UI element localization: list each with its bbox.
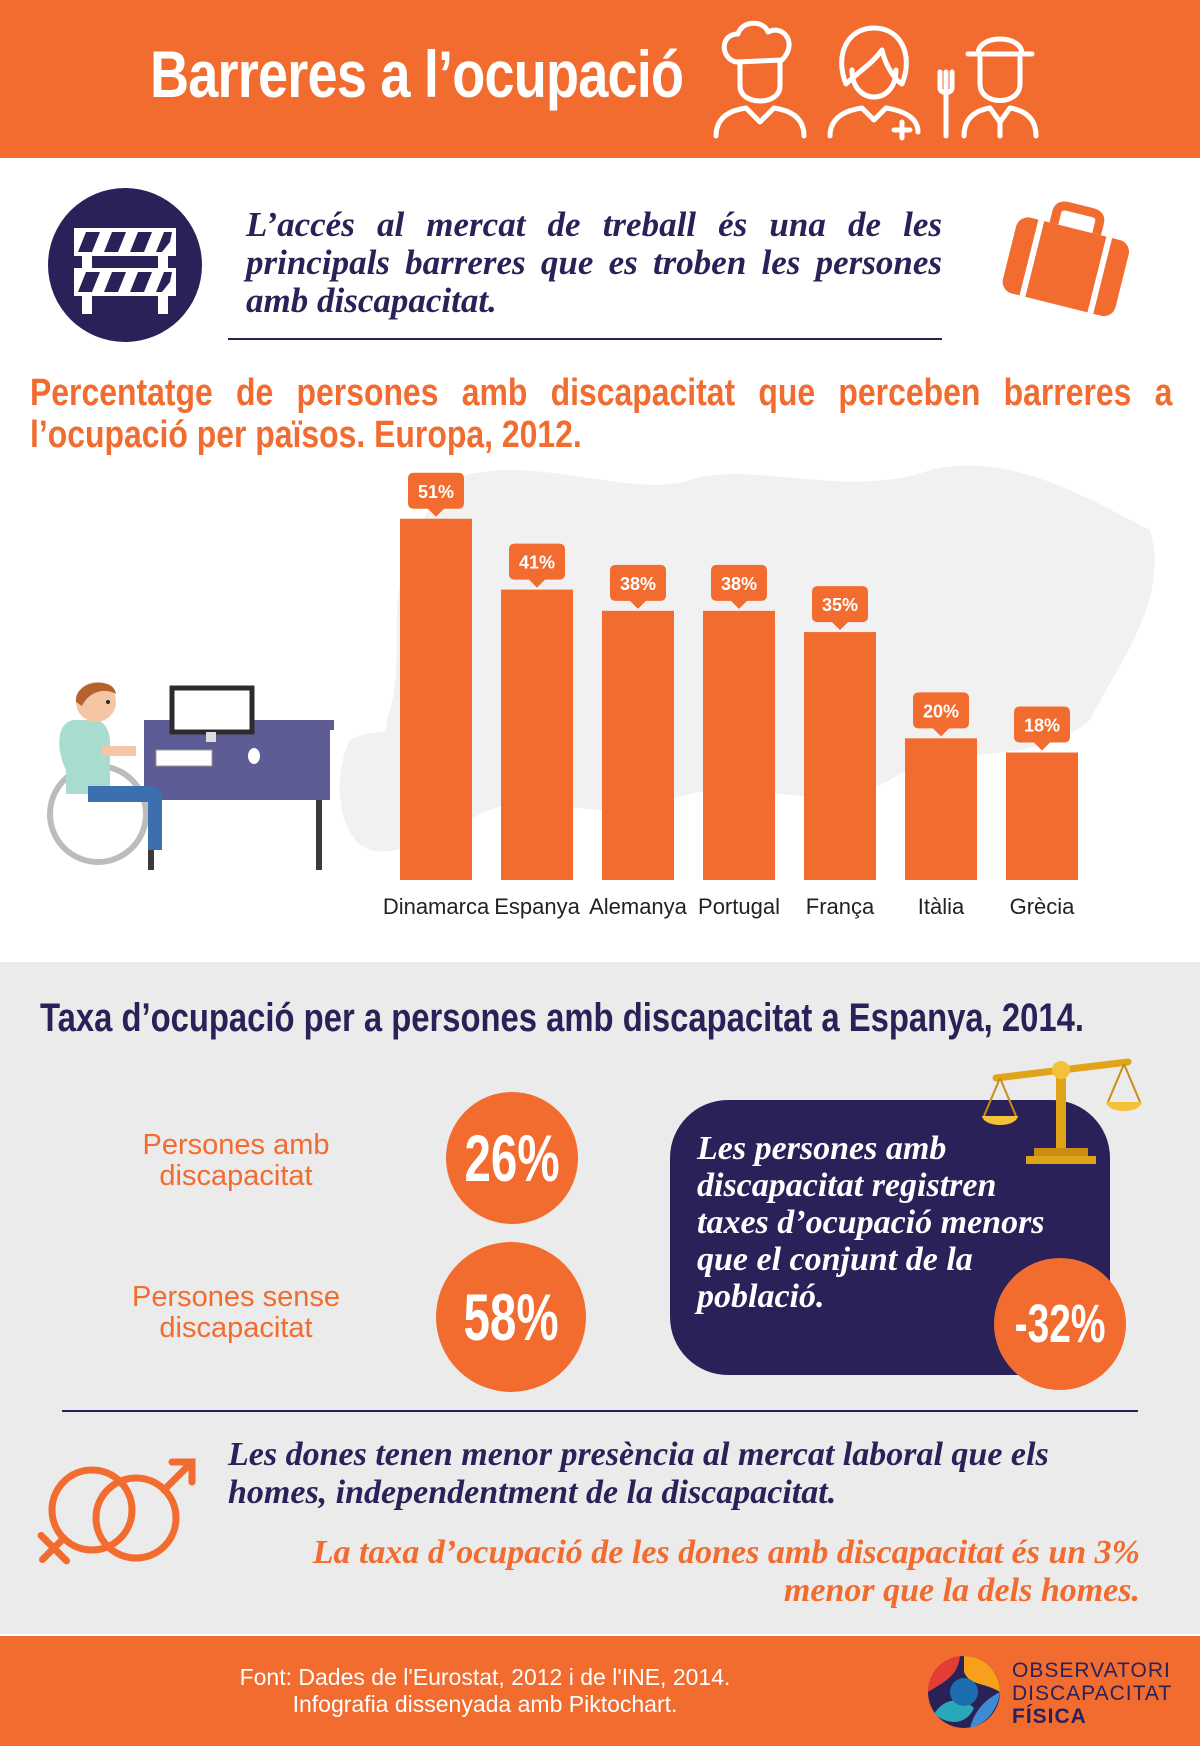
barrier-icon: [48, 188, 202, 342]
employment-gap: -32%: [994, 1258, 1126, 1390]
data-label: 18%: [1024, 716, 1060, 736]
nurse-icon: [827, 25, 921, 141]
category-label: Itàlia: [917, 894, 965, 919]
category-label: Espanya: [494, 894, 580, 919]
chef-icon: [713, 20, 807, 139]
gender-symbols-icon: [37, 1458, 196, 1565]
source-line-2: Infografia dissenyada amb Piktochart.: [292, 1691, 678, 1717]
category-label: Alemanya: [589, 894, 687, 919]
page-title: Barreres a l’ocupació: [150, 37, 684, 111]
bar-espanya: [501, 589, 573, 880]
value-badge: [1014, 706, 1070, 751]
category-label: Dinamarca: [382, 894, 490, 919]
observatori-logo-icon: [928, 1656, 1000, 1728]
employment-title: Taxa d’ocupació per a persones amb disca…: [40, 996, 1084, 1040]
without-disability-label: Persones sense discapacitat: [132, 1281, 340, 1344]
source-line-1: Font: Dades de l'Eurostat, 2012 i de l'I…: [239, 1664, 731, 1690]
gap-value: -32%: [1014, 1294, 1106, 1354]
value-badge: [408, 472, 464, 517]
chart-bars: 51% 41% 38% 38% 35% 20% 18%: [400, 472, 1078, 880]
data-label: 51%: [418, 482, 454, 502]
women-rate-statement: La taxa d’ocupació de les dones amb disc…: [312, 1534, 1140, 1609]
waiter-icon: [937, 36, 1039, 139]
data-label: 41%: [519, 553, 555, 573]
data-label: 20%: [923, 701, 959, 721]
chart-title: Percentatge de persones amb discapacitat…: [30, 372, 1173, 456]
bar-portugal: [703, 610, 775, 880]
briefcase-icon: [1002, 201, 1129, 317]
value-badge: [812, 586, 868, 631]
data-label: 35%: [822, 595, 858, 615]
observatori-logo-text: OBSERVATORI DISCAPACITAT FÍSICA: [1012, 1659, 1172, 1728]
logo-line-1: OBSERVATORI: [1012, 1659, 1171, 1682]
bar-alemanya: [602, 610, 674, 880]
without-disability-value: 58%: [463, 1280, 559, 1354]
value-badge: [711, 564, 767, 609]
without-disability-rate: 58%: [436, 1242, 586, 1392]
value-badge: [913, 692, 969, 737]
bar-chart: 51% 41% 38% 38% 35% 20% 18%: [400, 472, 1078, 880]
bar-frança: [804, 632, 876, 880]
intro-statement: L’accés al mercat de treball és una de l…: [246, 205, 942, 320]
data-label: 38%: [620, 574, 656, 594]
category-label: França: [805, 894, 875, 919]
intro-divider: [228, 338, 942, 340]
value-badge: [610, 564, 666, 609]
category-label: Grècia: [1009, 894, 1075, 919]
wheelchair-worker-icon: [47, 682, 334, 870]
bar-grècia: [1006, 752, 1078, 880]
worker-icons-group: [713, 20, 1039, 141]
with-disability-rate: 26%: [446, 1092, 578, 1224]
data-label: 38%: [721, 574, 757, 594]
bar-dinamarca: [400, 518, 472, 880]
logo-line-3: FÍSICA: [1012, 1705, 1087, 1728]
women-statement: Les dones tenen menor presència al merca…: [228, 1436, 1049, 1511]
scales-icon: [982, 1058, 1142, 1164]
footer-banner: [0, 1636, 1200, 1746]
with-disability-label: Persones amb discapacitat: [142, 1129, 330, 1192]
category-label: Portugal: [698, 894, 780, 919]
with-disability-value: 26%: [464, 1121, 560, 1195]
bar-itàlia: [905, 738, 977, 880]
logo-line-2: DISCAPACITAT: [1012, 1682, 1173, 1705]
section-divider: [62, 1410, 1138, 1412]
value-badge: [509, 543, 565, 588]
footer-source: Font: Dades de l'Eurostat, 2012 i de l'I…: [130, 1664, 840, 1718]
callout-text: Les persones amb discapacitat registren …: [697, 1130, 1045, 1315]
